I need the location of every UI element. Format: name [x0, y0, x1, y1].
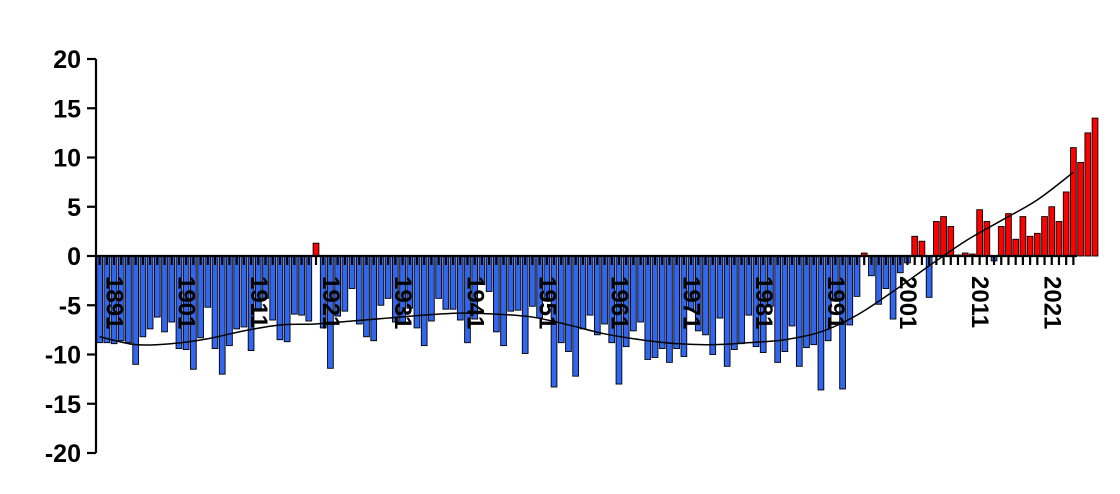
x-tick-label-1991: 1991: [822, 276, 849, 329]
y-tick-label--10: -10: [45, 342, 81, 370]
bar-2007: [933, 221, 940, 257]
bar-1989: [803, 255, 810, 349]
bar-2017: [1005, 213, 1012, 257]
y-tick-label-15: 15: [53, 95, 81, 123]
x-tick-label-1951: 1951: [533, 276, 560, 329]
bar-1899: [153, 255, 161, 318]
bars-layer: [96, 117, 1099, 391]
bar-1947: [500, 255, 507, 347]
x-tick-label-1911: 1911: [245, 276, 272, 328]
bar-1927: [355, 255, 363, 325]
bar-1970: [666, 255, 673, 363]
bar-2025: [1062, 191, 1070, 257]
bar-1929: [370, 255, 378, 342]
y-tick-label--5: -5: [59, 292, 81, 320]
x-tick-label-2001: 2001: [894, 276, 921, 329]
bar-1956: [565, 255, 572, 352]
x-axis-tick-labels: 1891 1901 1911 1921 1931 1941 1951 1961 1971 1981…: [101, 276, 1066, 329]
bar-1898: [146, 255, 154, 330]
bar-1977: [716, 255, 724, 319]
bar-1900: [161, 255, 168, 333]
bar-2024: [1055, 221, 1063, 257]
x-tick-label-1901: 1901: [173, 276, 200, 329]
bar-1979: [731, 255, 738, 351]
x-tick-label-2021: 2021: [1038, 276, 1065, 329]
bar-2008: [940, 216, 947, 257]
bar-2020: [1026, 235, 1034, 257]
x-tick-label-1961: 1961: [606, 276, 633, 329]
bar-1897: [139, 255, 147, 338]
bar-1937: [428, 255, 435, 322]
x-tick-label-1981: 1981: [750, 276, 777, 329]
bar-2004: [911, 235, 919, 257]
bar-1980: [738, 255, 745, 345]
bar-1960: [593, 255, 601, 336]
bar-1916: [276, 255, 284, 341]
bar-1978: [723, 255, 731, 367]
bar-1910: [233, 255, 240, 330]
bar-2016: [997, 225, 1005, 257]
bar-1921: [312, 242, 320, 257]
bar-1988: [795, 255, 803, 367]
bar-2023: [1048, 206, 1056, 257]
bar-1896: [132, 255, 140, 365]
bar-1990: [810, 255, 818, 346]
y-tick-label-0: 0: [67, 243, 81, 271]
bar-1920: [305, 255, 313, 322]
bar-2021: [1033, 232, 1041, 257]
y-tick-label--15: -15: [45, 391, 81, 419]
bar-1950: [521, 255, 529, 354]
y-tick-label-5: 5: [67, 194, 81, 222]
trend-line: [99, 171, 1074, 346]
bar-1908: [218, 255, 226, 375]
bar-1969: [658, 255, 666, 350]
x-tick-label-1941: 1941: [461, 276, 488, 329]
bar-1987: [788, 255, 796, 327]
bar-1917: [283, 255, 291, 343]
x-tick-label-1921: 1921: [317, 276, 344, 329]
bar-1936: [420, 255, 428, 347]
trend-line-path: [99, 171, 1074, 346]
y-tick-label-10: 10: [53, 145, 81, 173]
x-tick-label-1891: 1891: [101, 276, 128, 329]
x-tick-label-1971: 1971: [678, 276, 705, 329]
axis-layer: [87, 57, 1077, 455]
bar-2018: [1012, 238, 1020, 257]
bar-1946: [493, 255, 500, 333]
bar-undefined: [1084, 132, 1092, 257]
bar-1909: [226, 255, 233, 347]
bar-1986: [781, 255, 789, 352]
bar-1907: [211, 255, 219, 350]
bar-1958: [579, 255, 587, 330]
y-axis-tick-labels: 20 15 10 5 0 -5 -10 -15 -20: [45, 46, 81, 468]
bar-2026: [1070, 147, 1077, 257]
bar-undefined: [1091, 117, 1099, 257]
y-tick-label-20: 20: [53, 46, 81, 74]
bar-1928: [363, 255, 370, 338]
bar-2022: [1041, 216, 1048, 257]
x-tick-label-1931: 1931: [389, 276, 416, 329]
bar-1967: [644, 255, 652, 360]
y-tick-label--20: -20: [45, 440, 81, 468]
bar-2019: [1019, 216, 1027, 257]
bar-2005: [918, 240, 926, 257]
bar-1966: [637, 255, 644, 323]
bar-1957: [572, 255, 580, 377]
bar-1976: [709, 255, 717, 355]
x-tick-label-2011: 2011: [966, 276, 993, 328]
bar-undefined: [1077, 161, 1084, 257]
